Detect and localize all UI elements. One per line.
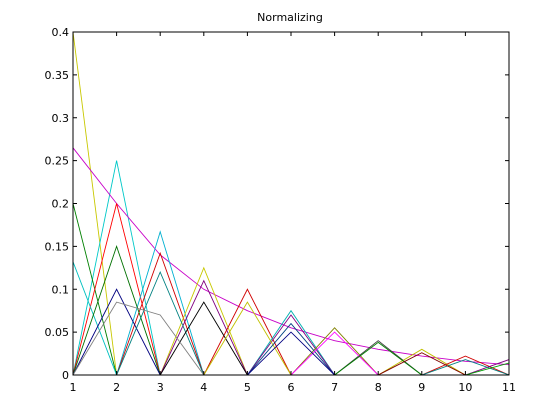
x-tick-label: 7 xyxy=(331,381,338,394)
x-tick-label: 1 xyxy=(70,381,77,394)
y-tick-label: 0.1 xyxy=(52,283,70,296)
x-tick-label: 5 xyxy=(244,381,251,394)
y-tick-label: 0.4 xyxy=(52,26,70,39)
x-tick-label: 10 xyxy=(458,381,472,394)
y-tick-label: 0.15 xyxy=(45,240,70,253)
y-tick-label: 0.3 xyxy=(52,112,70,125)
x-tick-label: 2 xyxy=(113,381,120,394)
x-tick-label: 11 xyxy=(502,381,516,394)
x-tick-label: 9 xyxy=(418,381,425,394)
y-tick-label: 0.05 xyxy=(45,326,70,339)
y-tick-label: 0.35 xyxy=(45,69,70,82)
x-tick-label: 3 xyxy=(157,381,164,394)
x-axis-ticks: 1 2 3 4 5 6 7 8 9 10 11 xyxy=(70,32,516,394)
x-tick-label: 8 xyxy=(375,381,382,394)
x-tick-label: 4 xyxy=(200,381,207,394)
y-tick-label: 0.25 xyxy=(45,155,70,168)
chart-title: Normalizing xyxy=(257,11,323,24)
y-tick-label: 0.2 xyxy=(52,198,70,211)
x-tick-label: 6 xyxy=(288,381,295,394)
y-tick-label: 0 xyxy=(62,369,69,382)
y-axis-ticks: 0 0.05 0.1 0.15 0.2 0.25 0.3 0.35 0.4 xyxy=(45,26,509,382)
